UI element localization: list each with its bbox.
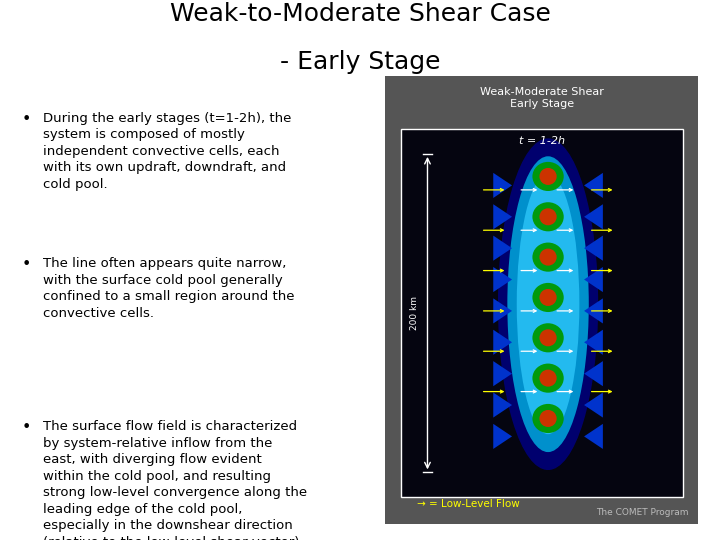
Ellipse shape: [539, 168, 557, 185]
Ellipse shape: [532, 242, 564, 272]
Polygon shape: [584, 299, 603, 323]
Polygon shape: [584, 393, 603, 417]
Polygon shape: [493, 330, 512, 355]
Polygon shape: [584, 235, 603, 261]
Polygon shape: [493, 424, 512, 449]
Ellipse shape: [539, 208, 557, 225]
Ellipse shape: [539, 248, 557, 266]
Text: •: •: [22, 257, 31, 272]
FancyBboxPatch shape: [401, 130, 683, 497]
Text: - Early Stage: - Early Stage: [280, 50, 440, 74]
Ellipse shape: [532, 363, 564, 393]
FancyBboxPatch shape: [385, 76, 698, 524]
Polygon shape: [584, 204, 603, 230]
Text: Weak-to-Moderate Shear Case: Weak-to-Moderate Shear Case: [170, 2, 550, 25]
Polygon shape: [493, 267, 512, 292]
Text: •: •: [22, 420, 31, 435]
Ellipse shape: [532, 202, 564, 231]
Polygon shape: [584, 424, 603, 449]
Text: •: •: [22, 112, 31, 127]
Text: During the early stages (t=1-2h), the
system is composed of mostly
independent c: During the early stages (t=1-2h), the sy…: [43, 112, 292, 191]
Text: The line often appears quite narrow,
with the surface cold pool generally
confin: The line often appears quite narrow, wit…: [43, 257, 294, 320]
Text: Weak-Moderate Shear
Early Stage: Weak-Moderate Shear Early Stage: [480, 87, 604, 109]
Polygon shape: [493, 235, 512, 261]
Polygon shape: [584, 267, 603, 292]
Polygon shape: [493, 299, 512, 323]
Text: The surface flow field is characterized
by system-relative inflow from the
east,: The surface flow field is characterized …: [43, 420, 307, 540]
Ellipse shape: [517, 174, 580, 434]
Ellipse shape: [539, 329, 557, 346]
Polygon shape: [493, 393, 512, 417]
Polygon shape: [493, 204, 512, 230]
Ellipse shape: [532, 283, 564, 312]
Ellipse shape: [498, 138, 598, 470]
Ellipse shape: [532, 404, 564, 433]
Polygon shape: [584, 173, 603, 198]
Polygon shape: [584, 361, 603, 386]
Ellipse shape: [508, 156, 589, 452]
Polygon shape: [584, 330, 603, 355]
Polygon shape: [493, 173, 512, 198]
Text: → = Low-Level Flow: → = Low-Level Flow: [417, 498, 519, 509]
Ellipse shape: [539, 410, 557, 427]
Text: The COMET Program: The COMET Program: [596, 508, 689, 517]
Ellipse shape: [539, 289, 557, 306]
Text: 200 km: 200 km: [410, 296, 420, 330]
Ellipse shape: [532, 162, 564, 191]
Polygon shape: [493, 361, 512, 386]
Ellipse shape: [532, 323, 564, 353]
Text: t = 1-2h: t = 1-2h: [519, 136, 564, 146]
Ellipse shape: [539, 369, 557, 387]
